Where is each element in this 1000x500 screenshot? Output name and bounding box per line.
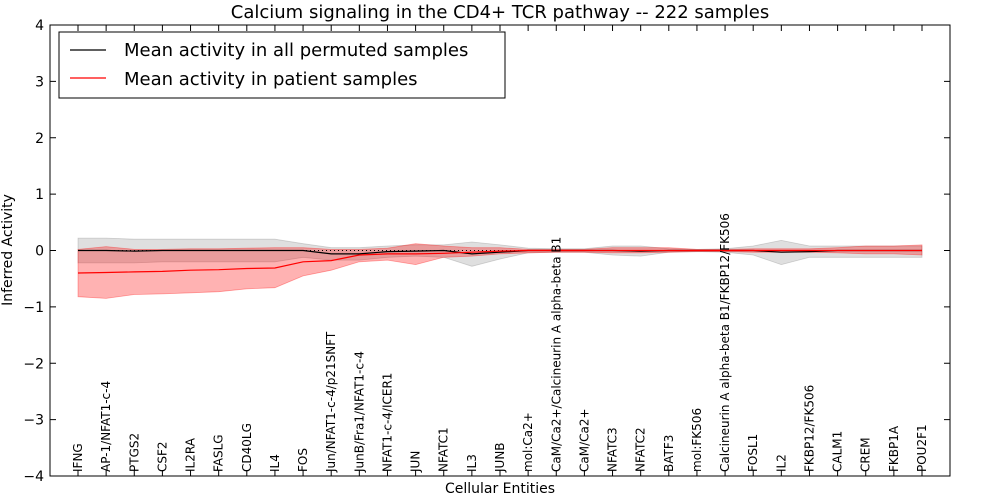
x-tick-label: IL4 xyxy=(268,454,282,472)
x-tick-label: Jun/NFAT1-c-4/p21SNFT xyxy=(324,331,338,473)
x-tick-label: IFNG xyxy=(71,443,85,472)
x-tick-label: NFATC2 xyxy=(634,427,648,472)
x-tick-label: CaM/Ca2+/Calcineurin A alpha-beta B1 xyxy=(549,237,563,472)
line-mean-activity-in-patient-samples xyxy=(77,249,922,274)
series-lines xyxy=(77,249,922,274)
legend: Mean activity in all permuted samples Me… xyxy=(58,31,506,99)
x-tick-label: NFATC3 xyxy=(606,427,620,472)
y-axis-title: Inferred Activity xyxy=(0,194,16,306)
y-tick-label: 2 xyxy=(35,131,44,147)
x-tick-label: FKBP1A xyxy=(887,425,901,472)
x-tick-label: FKBP12/FK506 xyxy=(803,385,817,472)
x-tick-label: JUN xyxy=(409,451,423,473)
x-tick-label: JUNB xyxy=(493,442,507,473)
y-tick-label: −4 xyxy=(23,469,44,485)
x-tick-label: CALM1 xyxy=(831,431,845,472)
x-axis: IFNG AP-1/NFAT1-c-4 PTGS2 CSF2 IL2RA FASLG CD4… xyxy=(71,25,929,476)
x-tick-label: Calcineurin A alpha-beta B1/FKBP12/FK506 xyxy=(718,213,732,472)
x-tick-label: CREM xyxy=(859,437,873,472)
x-tick-label: FOS xyxy=(296,448,310,472)
x-tick-label: PTGS2 xyxy=(127,433,141,472)
x-tick-label: BATF3 xyxy=(662,435,676,472)
band-mean-activity-in-patient-samples xyxy=(77,243,923,299)
y-tick-label: −2 xyxy=(23,356,44,372)
x-tick-label: mol:Ca2+ xyxy=(521,412,535,472)
x-tick-label: FASLG xyxy=(212,434,226,472)
line-mean-activity-in-all-permuted-samples xyxy=(78,249,922,255)
legend-label-permuted: Mean activity in all permuted samples xyxy=(124,40,468,61)
x-tick-label: CD40LG xyxy=(240,423,254,472)
x-tick-label: NFAT1-c-4/ICER1 xyxy=(381,373,395,472)
y-tick-label: 3 xyxy=(35,74,44,90)
x-tick-label: AP-1/NFAT1-c-4 xyxy=(99,381,113,472)
y-tick-label: −3 xyxy=(23,413,44,429)
chart-title: Calcium signaling in the CD4+ TCR pathwa… xyxy=(231,2,769,23)
x-tick-label: CaM/Ca2+ xyxy=(577,408,591,472)
x-tick-label: IL3 xyxy=(465,454,479,472)
x-tick-label: CSF2 xyxy=(155,441,169,472)
x-tick-label: mol:FK506 xyxy=(690,408,704,472)
y-tick-label: 0 xyxy=(35,244,44,260)
y-tick-label: −1 xyxy=(23,300,44,316)
x-tick-label: IL2 xyxy=(774,454,788,472)
x-tick-label: JunB/Fra1/NFAT1-c-4 xyxy=(352,351,366,473)
x-axis-title: Cellular Entities xyxy=(445,481,555,497)
x-tick-label: FOSL1 xyxy=(746,434,760,472)
y-axis: −4 −3 −2 −1 0 1 2 3 4 xyxy=(23,18,950,485)
y-tick-label: 1 xyxy=(35,187,44,203)
x-tick-label: IL2RA xyxy=(184,437,198,472)
x-tick-label: POU2F1 xyxy=(915,424,929,472)
legend-box xyxy=(58,31,506,99)
y-tick-label: 4 xyxy=(35,18,44,34)
x-tick-label: NFATC1 xyxy=(437,427,451,472)
legend-label-patient: Mean activity in patient samples xyxy=(124,69,418,90)
